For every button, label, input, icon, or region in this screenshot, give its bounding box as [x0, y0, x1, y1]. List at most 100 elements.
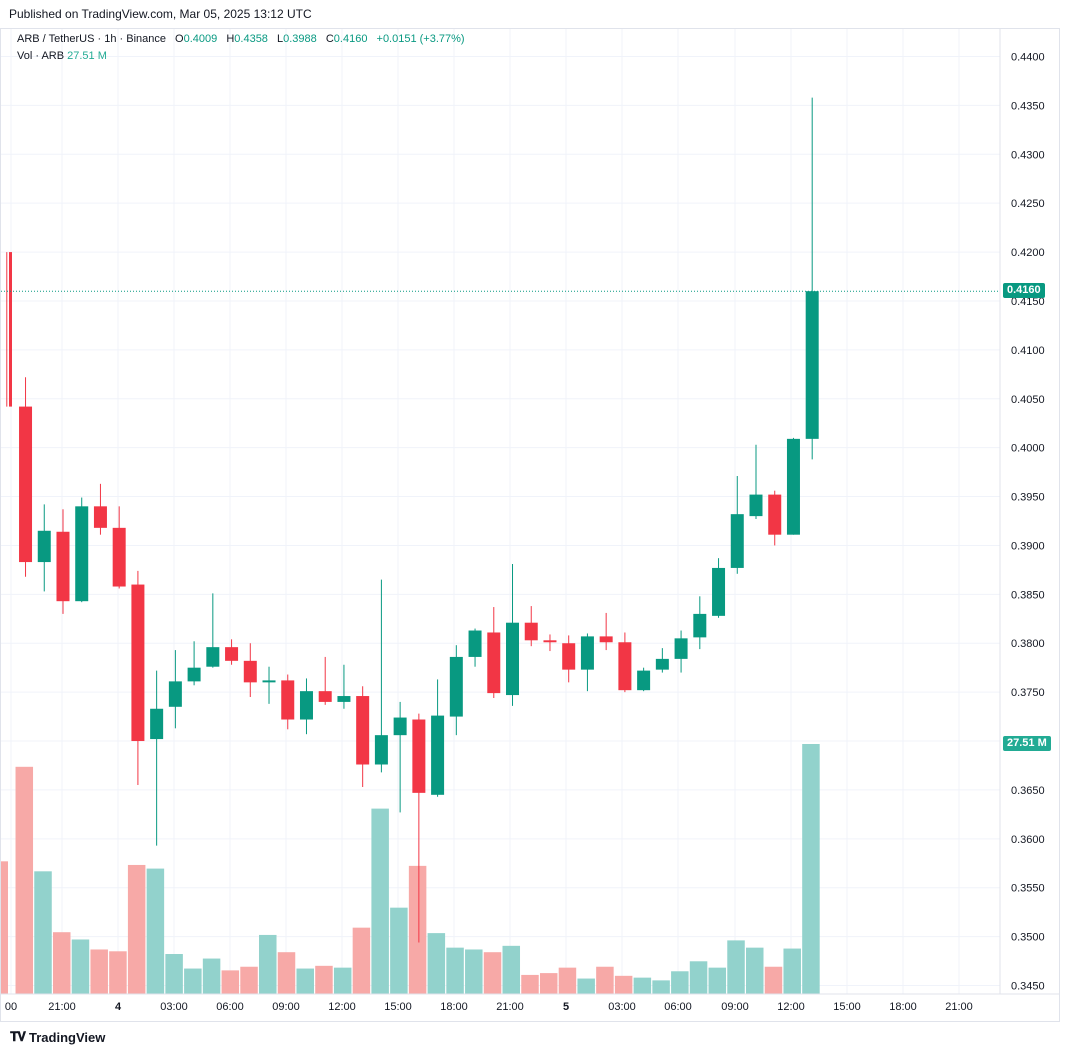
y-tick-label: 0.3550 — [1011, 883, 1045, 895]
candle-body — [56, 531, 70, 602]
x-tick-label: 03:00 — [608, 1001, 636, 1013]
candle-body — [618, 642, 632, 691]
symbol-legend: ARB / TetherUS · 1h · Binance O0.4009 H0… — [17, 33, 465, 45]
candle-body — [749, 494, 763, 517]
volume-bar — [558, 967, 577, 994]
candle-body — [693, 613, 707, 638]
volume-legend: Vol · ARB 27.51 M — [17, 50, 107, 62]
x-tick-label: 06:00 — [664, 1001, 692, 1013]
y-tick-label: 0.3650 — [1011, 785, 1045, 797]
candle-body — [168, 681, 182, 707]
volume-bar — [614, 975, 633, 994]
volume-label[interactable]: Vol · ARB — [17, 50, 65, 62]
candle-body — [318, 691, 332, 702]
volume-bar — [764, 966, 783, 994]
volume-bar — [352, 927, 371, 994]
y-tick-label: 0.4350 — [1011, 100, 1045, 112]
volume-bar — [427, 933, 446, 994]
candle-body — [730, 514, 744, 568]
candle-body — [487, 632, 501, 694]
y-tick-label: 0.4150 — [1011, 296, 1045, 308]
y-tick-label: 0.4200 — [1011, 247, 1045, 259]
y-tick-label: 0.4050 — [1011, 394, 1045, 406]
volume-bar — [109, 951, 127, 994]
x-tick-label: 5 — [563, 1001, 569, 1013]
candle-body — [599, 636, 613, 643]
candle-body — [299, 691, 313, 720]
volume-bar — [184, 968, 202, 994]
volume-bar — [783, 948, 801, 994]
volume-bar — [633, 977, 652, 994]
volume-value: 27.51 M — [67, 50, 107, 62]
candle-body — [75, 506, 89, 602]
candle-body — [225, 647, 239, 661]
y-tick-label: 0.3450 — [1011, 981, 1045, 993]
tradingview-logo-icon: 𝐓𝐕 — [10, 1029, 26, 1044]
candle-body — [412, 719, 426, 793]
candle-body — [768, 494, 782, 535]
y-tick-label: 0.3500 — [1011, 932, 1045, 944]
candle-body — [19, 406, 33, 563]
volume-bar — [240, 966, 258, 994]
open-value: 0.4009 — [183, 33, 218, 45]
volume-bar — [146, 868, 165, 994]
volume-bar — [1, 861, 8, 994]
y-tick-label: 0.3850 — [1011, 589, 1045, 601]
x-tick-label: 12:00 — [777, 1001, 805, 1013]
candle-body — [9, 252, 12, 407]
high-value: 0.4358 — [234, 33, 268, 45]
y-tick-label: 0.3950 — [1011, 492, 1045, 504]
y-tick-label: 0.3900 — [1011, 540, 1045, 552]
volume-bar — [596, 966, 614, 994]
candle-body — [393, 717, 407, 736]
open-label: O — [175, 33, 184, 45]
x-tick-label: 00 — [5, 1001, 17, 1013]
volume-bar — [727, 940, 745, 994]
volume-bar — [259, 934, 277, 994]
candle-body — [524, 622, 538, 641]
volume-bar — [52, 932, 71, 994]
symbol-name[interactable]: ARB / TetherUS · 1h · Binance — [17, 33, 166, 45]
y-tick-label: 0.3800 — [1011, 638, 1045, 650]
volume-bar — [708, 967, 727, 994]
candle-body — [206, 647, 220, 667]
candle-body — [543, 640, 557, 643]
close-value: 0.4160 — [333, 33, 368, 45]
candle-body — [374, 735, 388, 765]
candle-body — [356, 696, 370, 765]
y-tick-label: 0.4000 — [1011, 443, 1045, 455]
last-price-tag: 0.4160 — [1003, 283, 1045, 299]
volume-bar — [127, 864, 146, 994]
volume-bar — [333, 967, 352, 994]
y-tick-label: 0.4250 — [1011, 198, 1045, 210]
candle-body — [674, 638, 688, 659]
change-value: +0.0151 (+3.77%) — [376, 33, 465, 45]
x-tick-label: 18:00 — [889, 1001, 917, 1013]
candle-body — [506, 622, 520, 696]
x-tick-label: 03:00 — [160, 1001, 188, 1013]
x-tick-label: 09:00 — [721, 1001, 749, 1013]
y-tick-label: 0.4100 — [1011, 345, 1045, 357]
volume-bar — [408, 865, 427, 994]
low-value: 0.3988 — [283, 33, 317, 45]
volume-bar — [371, 808, 389, 994]
y-tick-label: 0.3600 — [1011, 834, 1045, 846]
volume-bar — [652, 980, 670, 994]
volume-bar — [671, 971, 689, 994]
y-tick-label: 0.4300 — [1011, 149, 1045, 161]
volume-bar — [539, 973, 558, 994]
volume-bar — [90, 949, 108, 994]
x-tick-label: 4 — [115, 1001, 122, 1013]
candle-body — [131, 584, 145, 742]
candle-body — [655, 658, 669, 670]
volume-bar — [465, 949, 483, 994]
candle-body — [562, 643, 576, 670]
volume-bar — [296, 968, 314, 994]
x-tick-label: 21:00 — [496, 1001, 524, 1013]
candle-body — [431, 715, 445, 795]
tradingview-logo[interactable]: 𝐓𝐕 TradingView — [10, 1029, 105, 1045]
x-tick-label: 21:00 — [945, 1001, 973, 1013]
volume-bar — [15, 766, 34, 994]
volume-bar — [34, 871, 52, 994]
